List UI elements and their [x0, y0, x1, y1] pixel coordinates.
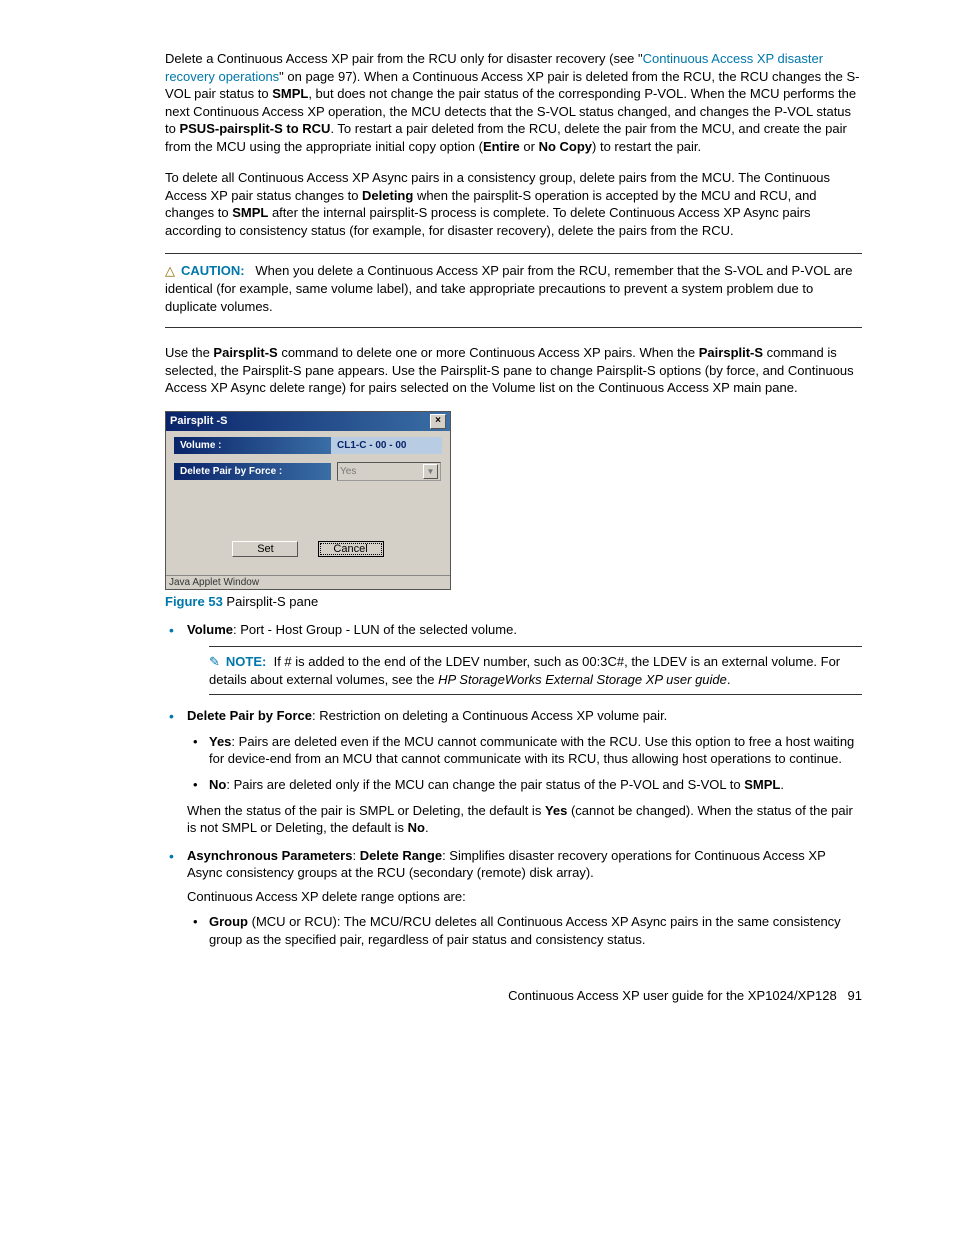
- p3-b2: Pairsplit-S: [699, 345, 763, 360]
- caution-block: △ CAUTION: When you delete a Continuous A…: [165, 262, 862, 315]
- set-button[interactable]: Set: [232, 541, 298, 557]
- fn-yes: Yes: [545, 803, 567, 818]
- no-smpl: SMPL: [744, 777, 780, 792]
- fn-t1: When the status of the pair is SMPL or D…: [187, 803, 545, 818]
- caution-icon: △: [165, 263, 175, 278]
- pairsplit-dialog: Pairsplit -S × Volume : CL1-C - 00 - 00 …: [165, 411, 451, 590]
- close-icon[interactable]: ×: [430, 414, 446, 429]
- paragraph-use-pairsplit: Use the Pairsplit-S command to delete on…: [165, 344, 862, 397]
- async-term2: Delete Range: [360, 848, 442, 863]
- field-force-row: Delete Pair by Force : Yes ▼: [174, 462, 442, 481]
- note-icon: ✎: [209, 654, 220, 669]
- p1-psus: PSUS-pairsplit-S to RCU: [179, 121, 330, 136]
- divider: [165, 327, 862, 328]
- force-desc: : Restriction on deleting a Continuous A…: [312, 708, 667, 723]
- p3-b1: Pairsplit-S: [213, 345, 277, 360]
- figure-text: Pairsplit-S pane: [226, 594, 318, 609]
- p1-prefix: Delete a Continuous Access XP pair from …: [165, 51, 643, 66]
- volume-label: Volume :: [174, 437, 331, 454]
- p2-smpl: SMPL: [232, 205, 268, 220]
- p1-entire: Entire: [483, 139, 520, 154]
- divider: [209, 646, 862, 647]
- note-block: ✎NOTE: If # is added to the end of the L…: [209, 653, 862, 688]
- bullet-async-params: Asynchronous Parameters: Delete Range: S…: [187, 847, 862, 949]
- bullet-volume: Volume: Port - Host Group - LUN of the s…: [187, 621, 862, 696]
- async-options-intro: Continuous Access XP delete range option…: [187, 888, 862, 906]
- figure-label: Figure 53: [165, 594, 223, 609]
- volume-desc: : Port - Host Group - LUN of the selecte…: [233, 622, 517, 637]
- yes-term: Yes: [209, 734, 231, 749]
- sub-no: No: Pairs are deleted only if the MCU ca…: [209, 776, 862, 794]
- p1-after-b4: ) to restart the pair.: [592, 139, 701, 154]
- force-select-value: Yes: [340, 466, 356, 477]
- force-default-note: When the status of the pair is SMPL or D…: [187, 802, 862, 837]
- p3-t1: Use the: [165, 345, 213, 360]
- no-term: No: [209, 777, 226, 792]
- async-term1: Asynchronous Parameters: [187, 848, 352, 863]
- p1-mid: or: [520, 139, 539, 154]
- chevron-down-icon: ▼: [423, 464, 438, 479]
- volume-term: Volume: [187, 622, 233, 637]
- volume-value: CL1-C - 00 - 00: [331, 437, 442, 454]
- group-term: Group: [209, 914, 248, 929]
- p2-deleting: Deleting: [362, 188, 413, 203]
- force-label: Delete Pair by Force :: [174, 463, 331, 480]
- no-t2: .: [780, 777, 784, 792]
- field-volume-row: Volume : CL1-C - 00 - 00: [174, 437, 442, 454]
- caution-text: When you delete a Continuous Access XP p…: [165, 263, 852, 313]
- page-number: 91: [848, 988, 862, 1003]
- sub-group: Group (MCU or RCU): The MCU/RCU deletes …: [209, 913, 862, 948]
- divider: [165, 253, 862, 254]
- paragraph-delete-from-rcu: Delete a Continuous Access XP pair from …: [165, 50, 862, 155]
- footer-text: Continuous Access XP user guide for the …: [508, 988, 837, 1003]
- paragraph-delete-async: To delete all Continuous Access XP Async…: [165, 169, 862, 239]
- dialog-title-text: Pairsplit -S: [170, 415, 227, 427]
- force-select[interactable]: Yes ▼: [337, 462, 441, 481]
- cancel-button[interactable]: Cancel: [318, 541, 384, 557]
- caution-label: CAUTION:: [181, 263, 245, 278]
- p1-smpl: SMPL: [272, 86, 308, 101]
- yes-desc: : Pairs are deleted even if the MCU cann…: [209, 734, 854, 767]
- sub-yes: Yes: Pairs are deleted even if the MCU c…: [209, 733, 862, 768]
- note-t2: .: [727, 672, 731, 687]
- divider: [209, 694, 862, 695]
- fn-t3: .: [425, 820, 429, 835]
- no-t1: : Pairs are deleted only if the MCU can …: [226, 777, 744, 792]
- dialog-status: Java Applet Window: [166, 575, 450, 589]
- figure-caption: Figure 53 Pairsplit-S pane: [165, 594, 862, 609]
- async-sep: :: [352, 848, 359, 863]
- dialog-titlebar: Pairsplit -S ×: [166, 412, 450, 431]
- note-italic: HP StorageWorks External Storage XP user…: [438, 672, 727, 687]
- group-desc: (MCU or RCU): The MCU/RCU deletes all Co…: [209, 914, 841, 947]
- p1-nocopy: No Copy: [539, 139, 592, 154]
- fn-no: No: [408, 820, 425, 835]
- force-term: Delete Pair by Force: [187, 708, 312, 723]
- p3-t2: command to delete one or more Continuous…: [278, 345, 699, 360]
- note-label: NOTE:: [226, 654, 266, 669]
- bullet-delete-by-force: Delete Pair by Force: Restriction on del…: [187, 707, 862, 836]
- page-footer: Continuous Access XP user guide for the …: [165, 988, 862, 1003]
